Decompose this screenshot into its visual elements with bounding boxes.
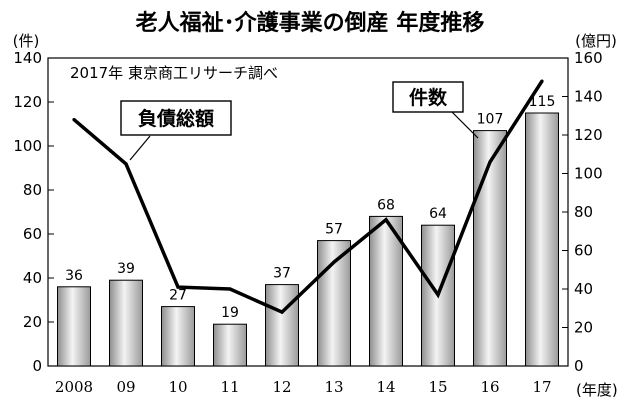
line-series	[72, 79, 544, 315]
right-tick-label: 140	[574, 88, 603, 106]
x-tick-label: 15	[428, 378, 447, 396]
right-tick-label: 40	[574, 280, 593, 298]
bar-data-label: 27	[169, 288, 187, 304]
left-tick-label: 80	[23, 181, 42, 199]
x-tick-label: 17	[532, 378, 551, 396]
right-axis: 0 20 40 60 80 100 120 140 160	[562, 49, 603, 375]
line-callout-pointer	[129, 135, 151, 161]
left-tick-label: 100	[13, 137, 42, 155]
bar-series	[57, 112, 559, 367]
bar	[161, 306, 195, 367]
left-axis: 0 20 40 60 80 100 120 140	[13, 49, 54, 375]
right-tick-label: 60	[574, 242, 593, 260]
line-point	[436, 293, 440, 297]
right-tick-label: 160	[574, 49, 603, 67]
x-axis-unit: (年度)	[576, 381, 618, 399]
bar	[265, 284, 299, 367]
bar	[525, 112, 559, 367]
x-axis: 2008 09 10 11 12 13 14 15 16 17	[55, 378, 552, 396]
x-tick-label: 13	[324, 378, 343, 396]
bar-callout-pointer	[451, 111, 479, 139]
x-tick-label: 10	[168, 378, 187, 396]
line-point	[384, 218, 388, 222]
x-tick-label: 09	[116, 378, 135, 396]
line-callout-box	[120, 100, 232, 136]
left-tick-label: 40	[23, 269, 42, 287]
bar-data-label: 36	[65, 268, 83, 284]
chart-subtitle: 2017年 東京商工リサーチ調べ	[70, 64, 278, 82]
line-point	[280, 310, 284, 314]
x-tick-label: 16	[480, 378, 499, 396]
left-tick-label: 0	[32, 357, 42, 375]
bar-data-label: 37	[273, 266, 291, 282]
bar-series-label: 件数	[409, 86, 448, 109]
line-path	[72, 80, 544, 315]
x-tick-label: 12	[272, 378, 291, 396]
bar-data-label: 115	[529, 94, 556, 110]
bar	[473, 130, 507, 367]
line-point	[72, 118, 76, 122]
right-tick-label: 120	[574, 126, 603, 144]
right-tick-label: 20	[574, 319, 593, 337]
line-point	[332, 260, 336, 264]
left-tick-label: 140	[13, 49, 42, 67]
bar-data-label: 39	[117, 261, 135, 277]
left-axis-unit: (件)	[13, 32, 40, 50]
bar-data-label: 107	[477, 112, 504, 128]
bar	[57, 286, 91, 367]
bar	[213, 323, 247, 367]
right-tick-label: 100	[574, 165, 603, 183]
line-point	[124, 162, 128, 166]
bar-data-label: 64	[429, 206, 447, 222]
right-tick-label: 0	[574, 357, 584, 375]
chart-title: 老人福祉･介護事業の倒産 年度推移	[135, 10, 485, 36]
bar-data-label: 57	[325, 222, 343, 238]
bar	[369, 215, 403, 367]
line-point	[540, 79, 544, 83]
bar	[109, 279, 143, 367]
line-callout: 負債総額	[120, 100, 232, 161]
bar	[317, 240, 351, 367]
bar-callout-box	[392, 81, 464, 113]
bar-data-labels: 36 39 27 19 37 57 68 64 107 115	[65, 94, 555, 321]
right-tick-label: 80	[574, 203, 593, 221]
left-tick-label: 20	[23, 313, 42, 331]
right-axis-unit: (億円)	[575, 32, 617, 50]
line-point	[228, 287, 232, 291]
x-tick-label: 11	[220, 378, 239, 396]
bar-data-label: 68	[377, 197, 395, 213]
line-series-label: 負債総額	[138, 107, 214, 130]
x-tick-label: 2008	[55, 378, 93, 396]
left-tick-label: 120	[13, 93, 42, 111]
left-tick-label: 60	[23, 225, 42, 243]
line-point	[176, 285, 180, 289]
line-point	[488, 160, 492, 164]
bar-data-label: 19	[221, 305, 239, 321]
bar-callout: 件数	[392, 81, 479, 139]
x-tick-label: 14	[376, 378, 395, 396]
